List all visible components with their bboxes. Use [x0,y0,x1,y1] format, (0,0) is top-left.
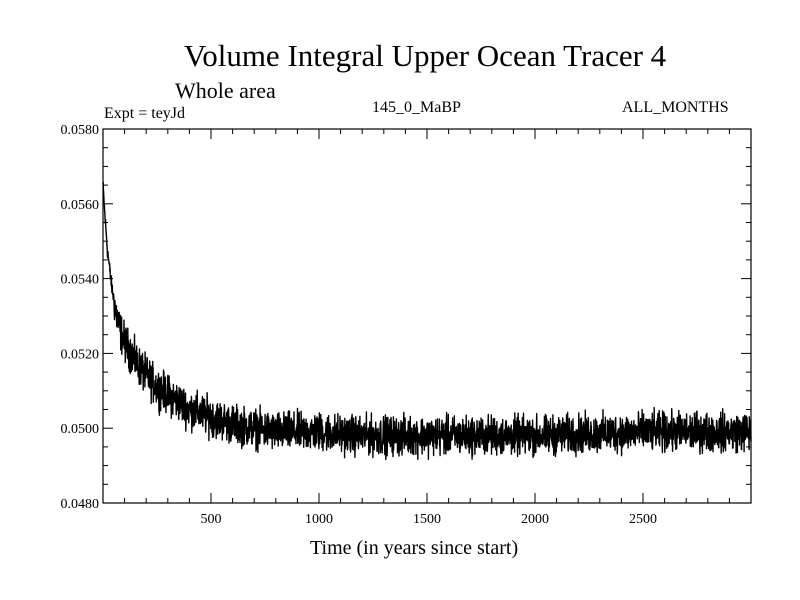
y-tick-label: 0.0520 [61,347,100,362]
y-tick-label: 0.0500 [61,422,100,437]
x-tick-label: 1500 [413,512,441,527]
experiment-label: Expt = teyJd [104,105,186,122]
axis-tick-labels: 500 1000 1500 2000 2500 0.0480 0.0500 0.0520 0.0… [61,123,658,527]
x-axis-label: Time (in years since start) [310,537,519,559]
y-tick-label: 0.0580 [61,123,100,138]
axis-ticks [103,129,751,503]
y-tick-label: 0.0560 [61,198,100,213]
x-tick-label: 1000 [305,512,333,527]
y-tick-label: 0.0540 [61,273,100,288]
plot-frame [102,128,752,504]
series-line [102,181,752,461]
chart-title: Volume Integral Upper Ocean Tracer 4 [183,38,667,73]
x-tick-label: 500 [201,512,222,527]
x-tick-label: 2000 [521,512,549,527]
x-tick-label: 2500 [629,512,657,527]
chart-subtitle: Whole area [175,78,276,103]
period-label: 145_0_MaBP [372,99,461,116]
y-tick-label: 0.0480 [61,497,100,512]
months-label: ALL_MONTHS [622,99,729,116]
